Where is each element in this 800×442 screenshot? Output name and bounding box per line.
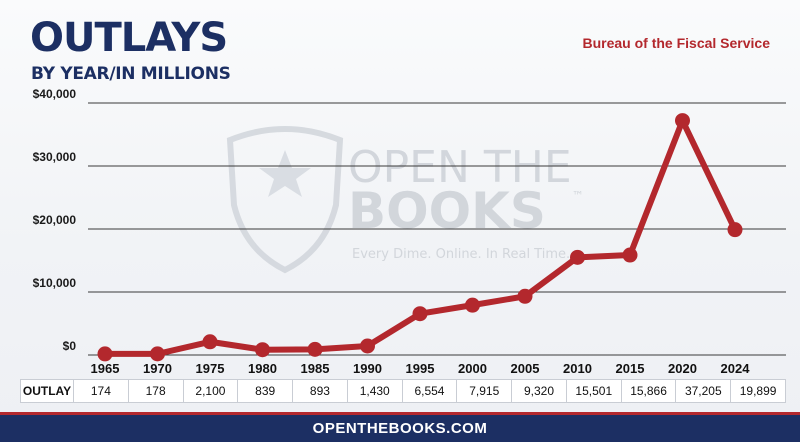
x-tick-label: 1990 <box>353 361 382 376</box>
outlay-table: OUTLAY 174 178 2,100 839 893 1,430 6,554 7,915 9… <box>20 379 786 403</box>
data-point <box>255 342 270 358</box>
outlay-value-cell: 15,501 <box>565 380 621 402</box>
data-point <box>360 338 375 354</box>
grid-lines <box>88 102 786 356</box>
x-tick-label: 2015 <box>616 361 645 376</box>
chart-subtitle: BY YEAR/IN MILLIONS <box>31 64 231 84</box>
outlay-value-cell: 1,430 <box>346 380 402 402</box>
watermark-star-icon <box>259 150 311 197</box>
outlay-value-cell: 839 <box>237 380 292 402</box>
y-tick-label: $20,000 <box>33 213 77 227</box>
x-tick-label: 2024 <box>721 361 751 376</box>
data-point <box>517 288 533 304</box>
data-point <box>202 334 218 350</box>
outlay-value-cell: 178 <box>127 380 183 402</box>
y-tick-label: $10,000 <box>33 276 77 290</box>
data-point <box>675 113 690 129</box>
x-tick-label: 1985 <box>301 361 330 376</box>
y-axis-ticks: $0 $10,000 $20,000 $30,000 $40,000 <box>33 87 77 353</box>
data-point <box>150 346 165 362</box>
watermark: OPEN THE BOOKS ™ Every Dime. Online. In … <box>226 126 584 274</box>
outlay-value-cell: 893 <box>292 380 347 402</box>
outlay-value-cell: 19,899 <box>730 380 785 402</box>
outlay-value-cell: 15,866 <box>620 380 676 402</box>
y-tick-label: $0 <box>63 339 77 353</box>
x-tick-label: 2010 <box>563 361 592 376</box>
x-tick-label: 1965 <box>91 361 120 376</box>
data-point <box>465 297 480 313</box>
data-point <box>307 341 323 357</box>
data-point <box>412 306 428 322</box>
outlay-row-label: OUTLAY <box>22 384 72 398</box>
outlay-value-cell: 7,915 <box>456 380 511 402</box>
y-tick-label: $30,000 <box>33 150 77 164</box>
x-tick-label: 2005 <box>511 361 540 376</box>
x-axis-ticks: 1965 1970 1975 1980 1985 1990 1995 2000 2005 2010… <box>91 361 751 376</box>
footer-url[interactable]: OPENTHEBOOKS.COM <box>0 415 800 442</box>
outlay-value-cell: 37,205 <box>675 380 730 402</box>
data-point <box>622 247 638 263</box>
chart-title: OUTLAYS <box>30 15 228 61</box>
x-tick-label: 1970 <box>143 361 172 376</box>
source-label: Bureau of the Fiscal Service <box>582 35 770 51</box>
line-chart: OPEN THE BOOKS ™ Every Dime. Online. In … <box>33 87 786 376</box>
watermark-tagline: Every Dime. Online. In Real Time. <box>352 247 570 262</box>
outlay-value-cell: 9,320 <box>511 380 566 402</box>
watermark-shield-icon <box>226 126 344 274</box>
x-tick-label: 2020 <box>668 361 697 376</box>
data-points <box>97 113 743 362</box>
x-tick-label: 1995 <box>406 361 435 376</box>
data-point <box>727 222 743 238</box>
data-point <box>97 346 113 362</box>
watermark-line1: OPEN THE <box>348 142 572 193</box>
x-tick-label: 1975 <box>196 361 225 376</box>
data-point <box>570 249 585 265</box>
footer-accent <box>0 412 800 415</box>
outlay-value-cell: 174 <box>73 380 128 402</box>
x-tick-label: 1980 <box>248 361 277 376</box>
watermark-tm: ™ <box>572 189 584 203</box>
outlay-value-cell: 6,554 <box>401 380 457 402</box>
watermark-line2: BOOKS <box>348 182 546 240</box>
outlay-value-cell: 2,100 <box>182 380 238 402</box>
x-tick-label: 2000 <box>458 361 487 376</box>
y-tick-label: $40,000 <box>33 87 77 101</box>
